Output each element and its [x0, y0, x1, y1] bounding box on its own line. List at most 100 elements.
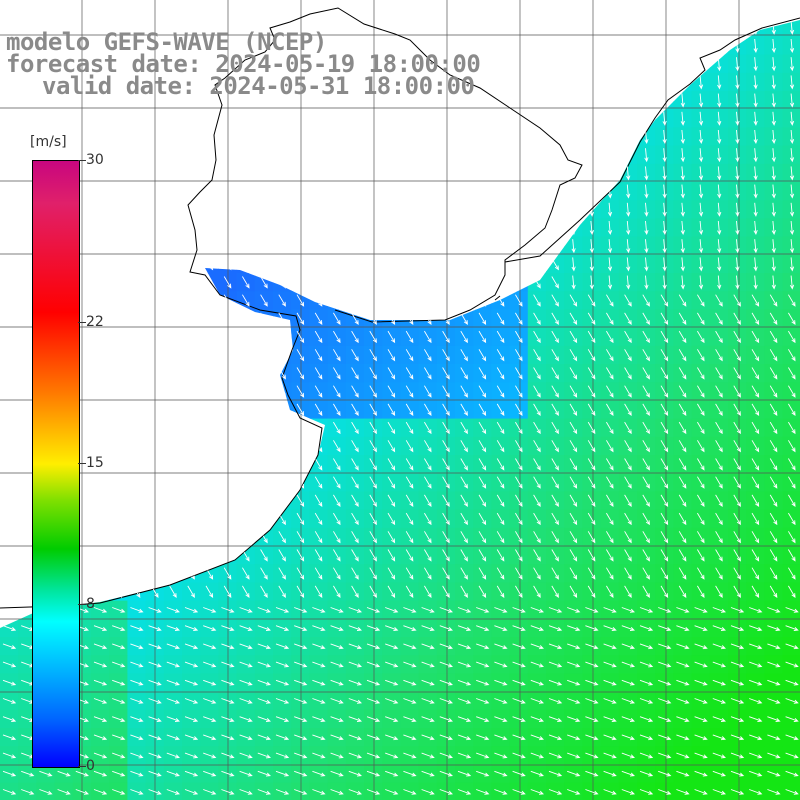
wind-speed-cell: [473, 291, 492, 310]
wind-arrow: [5, 512, 13, 526]
wind-arrow: [330, 643, 344, 650]
wind-arrow: [658, 716, 672, 722]
wind-arrow: [5, 258, 13, 271]
wind-arrow: [296, 221, 305, 234]
wind-arrow: [314, 130, 323, 143]
wind-arrow: [387, 148, 396, 162]
wind-arrow: [639, 625, 654, 631]
wind-arrow: [735, 184, 740, 199]
wind-arrow: [130, 789, 144, 795]
wind-speed-cell: [509, 36, 529, 56]
wind-arrow: [2, 625, 17, 631]
wind-arrow: [533, 440, 541, 453]
wind-speed-cell: [236, 309, 256, 329]
wind-arrow: [642, 567, 650, 580]
wind-speed-cell: [509, 200, 529, 219]
wind-arrow: [112, 716, 126, 722]
wind-arrow: [567, 752, 581, 759]
wind-arrow: [166, 643, 180, 650]
wind-arrow: [699, 3, 702, 16]
wind-arrow: [424, 549, 432, 562]
wind-arrow: [662, 166, 667, 181]
wind-arrow: [585, 770, 599, 777]
wind-arrow: [314, 531, 323, 544]
wind-speed-cell: [254, 491, 274, 511]
wind-arrow: [96, 130, 104, 143]
wind-arrow: [369, 112, 377, 125]
wind-arrow: [23, 294, 32, 307]
wind-arrow: [405, 21, 414, 34]
wind-arrow: [587, 494, 596, 507]
wind-arrow: [603, 734, 617, 741]
wind-arrow: [624, 458, 632, 471]
wind-arrow: [642, 440, 650, 453]
wind-arrow: [184, 661, 199, 668]
wind-speed-cell: [291, 782, 310, 800]
wind-speed-cell: [182, 364, 201, 383]
wind-arrow: [223, 531, 232, 544]
wind-speed-cell: [236, 345, 256, 365]
wind-arrow: [333, 21, 341, 34]
wind-arrow: [184, 679, 199, 686]
wind-arrow: [660, 403, 669, 416]
wind-speed-cell: [0, 273, 19, 292]
wind-speed-cell: [200, 127, 219, 147]
wind-arrow: [478, 221, 487, 234]
wind-arrow: [294, 770, 308, 777]
wind-speed-cell: [382, 236, 401, 256]
wind-arrow: [424, 148, 432, 162]
wind-speed-cell: [600, 109, 620, 128]
wind-arrow: [169, 258, 177, 271]
wind-arrow: [712, 625, 726, 631]
wind-arrow: [424, 476, 432, 489]
wind-arrow: [187, 330, 195, 344]
wind-arrow: [221, 698, 235, 704]
wind-arrow: [23, 221, 32, 234]
wind-arrow: [624, 512, 632, 526]
wind-arrow: [515, 167, 523, 180]
wind-arrow: [733, 367, 741, 380]
wind-speed-cell: [0, 418, 19, 438]
wind-arrow: [405, 221, 414, 234]
wind-arrow: [312, 679, 326, 686]
wind-speed-cell: [163, 509, 183, 529]
wind-arrow: [639, 734, 654, 741]
wind-arrow: [221, 752, 235, 759]
wind-speed-cell: [436, 163, 456, 183]
wind-arrow: [424, 494, 432, 507]
wind-arrow: [627, 3, 630, 16]
wind-speed-cell: [200, 291, 219, 310]
wind-arrow: [114, 130, 123, 143]
wind-speed-cell: [345, 291, 365, 310]
wind-arrow: [294, 698, 308, 704]
wind-arrow: [735, 202, 740, 217]
wind-arrow: [348, 734, 362, 741]
wind-arrow: [296, 130, 305, 143]
wind-arrow: [624, 549, 632, 562]
wind-arrow: [626, 275, 631, 290]
wind-arrow: [460, 585, 468, 598]
wind-arrow: [23, 567, 32, 580]
wind-speed-cell: [491, 109, 511, 128]
wind-arrow: [5, 312, 13, 325]
wind-arrow: [257, 734, 271, 741]
wind-arrow: [662, 220, 667, 236]
wind-arrow: [21, 770, 35, 777]
wind-arrow: [421, 752, 435, 759]
wind-arrow: [569, 585, 578, 598]
wind-arrow: [96, 549, 104, 562]
wind-arrow: [735, 111, 740, 126]
wind-arrow: [275, 789, 290, 795]
wind-arrow: [751, 476, 760, 489]
wind-arrow: [515, 76, 523, 89]
wind-speed-cell: [236, 400, 256, 420]
wind-arrow: [314, 512, 323, 526]
wind-speed-cell: [254, 782, 274, 800]
wind-arrow: [205, 458, 214, 471]
wind-arrow: [5, 112, 13, 125]
wind-arrow: [184, 716, 199, 722]
wind-arrow: [403, 643, 417, 650]
wind-arrow: [333, 312, 341, 325]
wind-arrow: [424, 130, 432, 143]
wind-arrow: [662, 202, 667, 217]
